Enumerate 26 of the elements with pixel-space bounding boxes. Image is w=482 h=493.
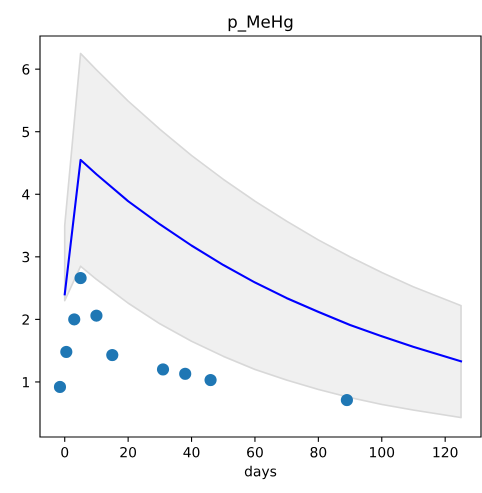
chart-title: p_MeHg (228, 16, 292, 32)
y-tick-label: 4 (22, 189, 30, 200)
point (68, 313, 80, 326)
point (74, 272, 87, 284)
x-tick-label: 80 (310, 446, 326, 458)
y-tick-label: 2 (22, 314, 29, 325)
y-tick-label: 1 (22, 377, 29, 388)
x-tick-label: 60 (247, 446, 263, 458)
point (60, 346, 72, 358)
point (204, 374, 217, 386)
y-tick-label: 5 (22, 126, 30, 138)
x-tick-label: 20 (120, 446, 136, 458)
point (340, 394, 353, 406)
line-series (64, 158, 462, 362)
point (54, 380, 66, 394)
point (90, 310, 103, 322)
x-tick-label: 40 (183, 446, 200, 458)
x-tick-label: 0 (61, 446, 68, 458)
x-axis-title: days (244, 466, 276, 480)
x-tick-label: 100 (370, 446, 394, 458)
point (106, 348, 118, 362)
point (179, 368, 192, 380)
point (156, 363, 170, 376)
y-tick-label: 3 (22, 252, 30, 262)
x-tick-label: 120 (433, 446, 458, 458)
y-tick-label: 6 (22, 64, 30, 75)
